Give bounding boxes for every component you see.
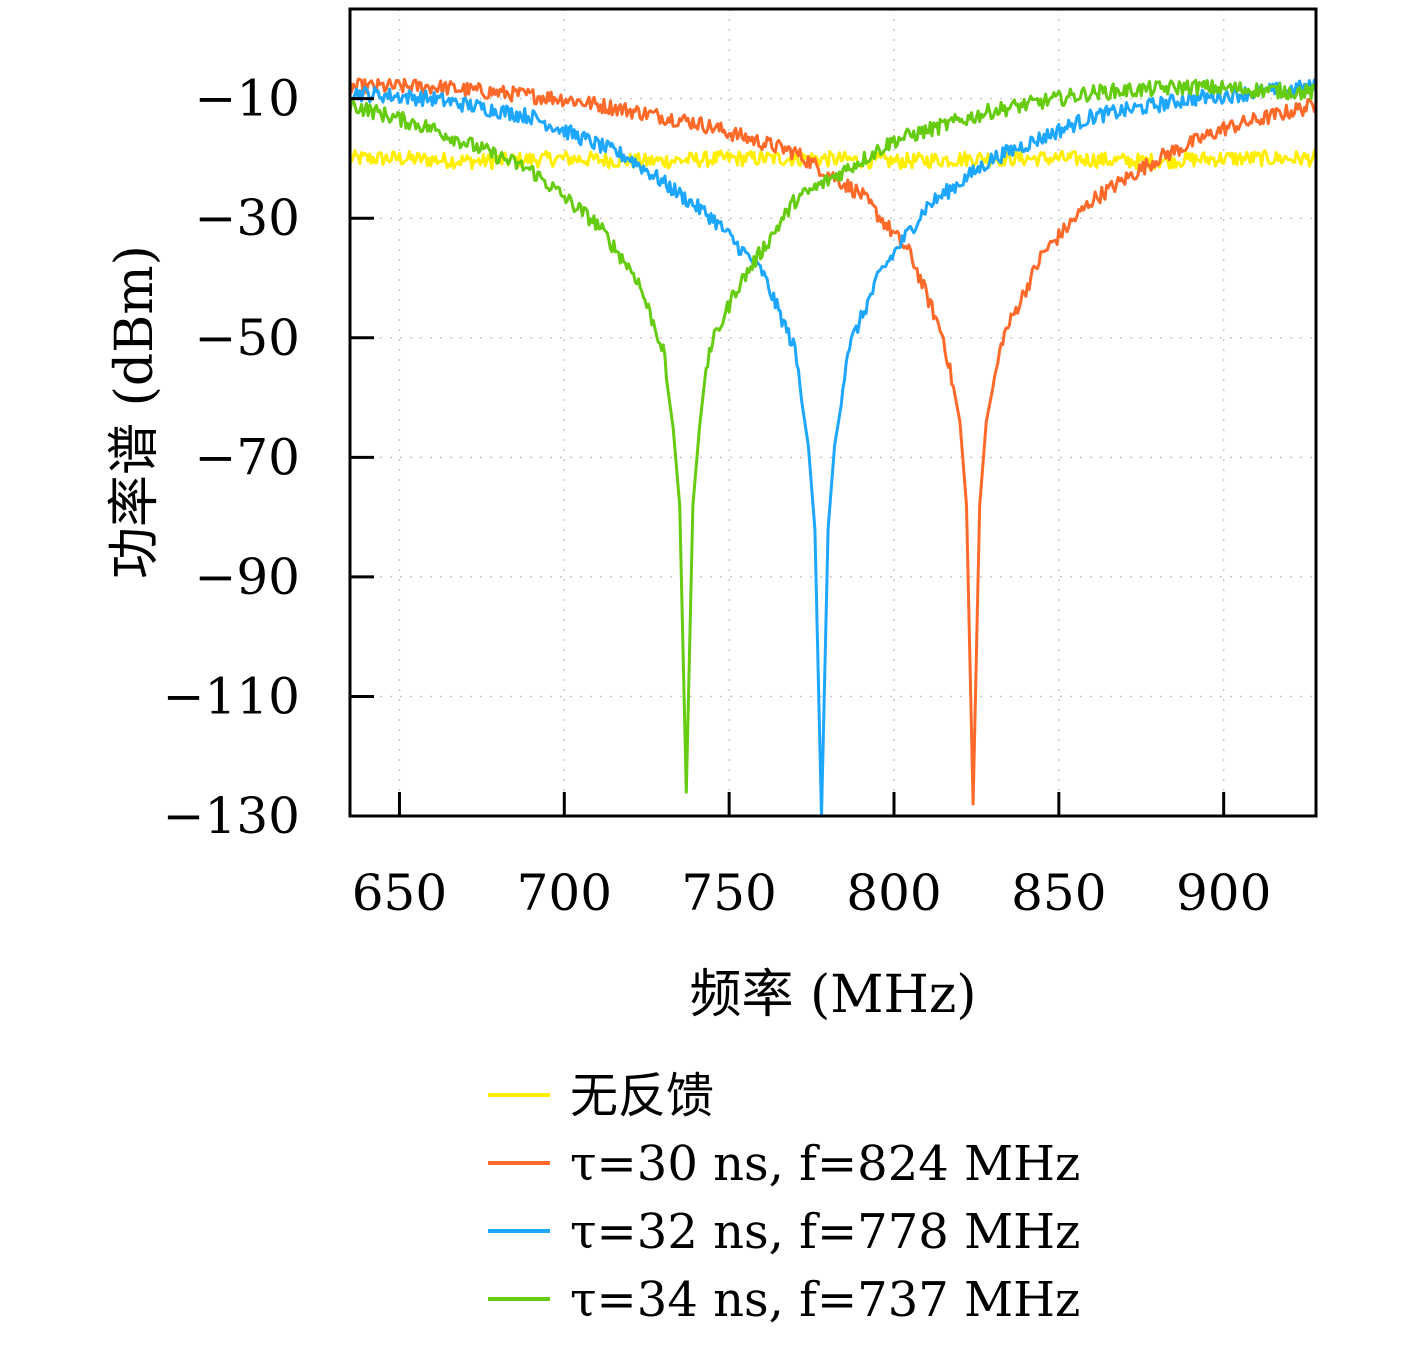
- legend: 无反馈 τ=30 ns, f=824 MHz τ=32 ns, f=778 MHz τ…: [488, 1068, 1080, 1328]
- y-tick-label: −70: [194, 428, 300, 486]
- y-tick-label: −130: [163, 787, 300, 845]
- x-tick-label: 850: [1011, 864, 1106, 922]
- series-line-2: [349, 78, 1318, 818]
- series-line-1: [348, 77, 1316, 806]
- x-tick-label: 800: [846, 864, 941, 922]
- x-tick-label: 900: [1176, 864, 1271, 922]
- series-line-3: [348, 78, 1318, 794]
- y-tick-label: −30: [194, 189, 300, 247]
- series-layer: [348, 77, 1318, 818]
- x-axis-label: 频率 (MHz): [689, 965, 976, 1025]
- x-tick-label: 750: [681, 864, 776, 922]
- y-axis-label: 功率谱 (dBm): [105, 245, 165, 579]
- legend-label: τ=34 ns, f=737 MHz: [570, 1272, 1080, 1328]
- x-tick-label: 650: [352, 864, 447, 922]
- x-tick-label: 700: [517, 864, 612, 922]
- legend-label: τ=32 ns, f=778 MHz: [570, 1204, 1080, 1260]
- y-tick-label: −90: [194, 548, 300, 606]
- y-tick-label: −110: [163, 667, 300, 725]
- legend-label: τ=30 ns, f=824 MHz: [570, 1136, 1080, 1192]
- axis-ticks: 650 700 750 800 850 900 −10 −30 −50 −70 −90 −110 −13…: [163, 70, 1272, 922]
- y-tick-label: −50: [194, 309, 300, 367]
- plot-frame: [348, 7, 1318, 818]
- y-tick-label: −10: [194, 70, 300, 128]
- legend-label: 无反馈: [570, 1068, 714, 1124]
